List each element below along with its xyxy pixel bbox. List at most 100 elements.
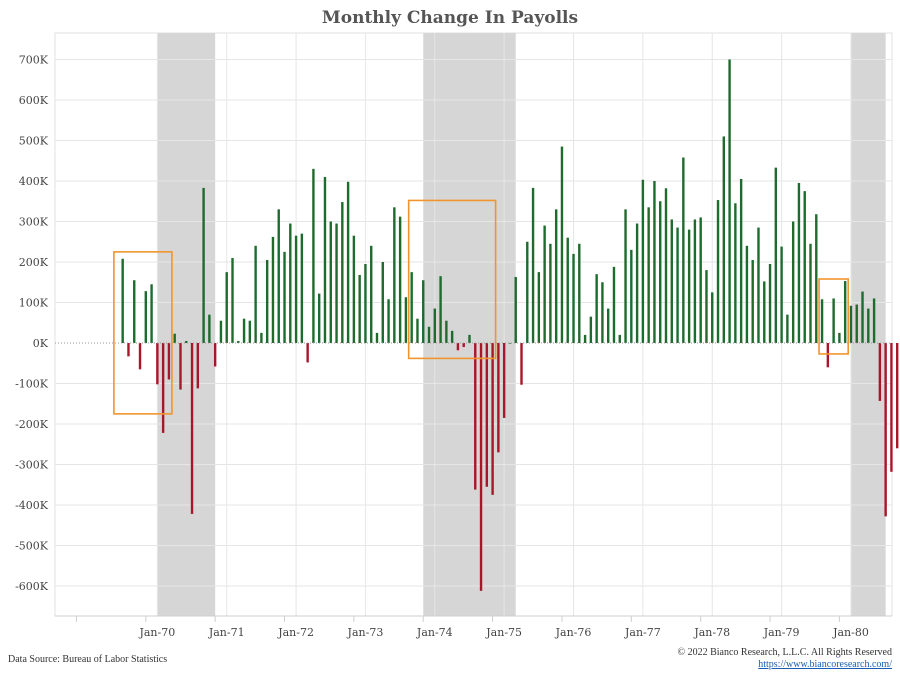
bar (832, 298, 835, 343)
bar (537, 272, 541, 343)
bars (121, 59, 899, 591)
bar (572, 253, 575, 343)
website-link[interactable]: https://www.biancoresearch.com/ (758, 659, 892, 670)
highlight-boxes (113, 199, 849, 415)
bar (381, 262, 384, 343)
x-axis-ticks: Jan-70 Jan-71 Jan-72 Jan-73 Jan-74 Jan-75 Jan-… (55, 615, 892, 639)
bar (843, 281, 847, 343)
bar (763, 281, 766, 343)
bar (410, 272, 413, 343)
x-tick-label: Jan-77 (624, 626, 661, 639)
bar (219, 320, 223, 343)
x-tick-label: Jan-74 (416, 626, 453, 639)
bar (370, 245, 373, 343)
bar (167, 343, 171, 380)
bar (791, 221, 795, 343)
bar (144, 291, 147, 343)
bar (242, 318, 246, 343)
bar (202, 187, 205, 343)
bar (439, 276, 442, 343)
bar (208, 314, 211, 343)
bar (462, 343, 465, 348)
bar (734, 203, 737, 343)
bar (531, 187, 535, 343)
gridlines (55, 33, 892, 616)
x-tick-label: Jan-70 (138, 626, 175, 639)
bar (676, 227, 679, 343)
bar (699, 217, 702, 343)
bar (161, 343, 165, 433)
bar (890, 343, 893, 472)
bar (670, 219, 673, 343)
bar (318, 293, 321, 343)
bar (861, 291, 864, 343)
bar (751, 259, 754, 343)
source-note: Data Source: Bureau of Labor Statistics (8, 654, 168, 665)
bar (422, 280, 425, 343)
bar (231, 257, 234, 343)
bar (647, 207, 650, 343)
bar (514, 276, 517, 343)
bar (179, 343, 182, 390)
bar (612, 266, 616, 343)
bar (520, 343, 523, 385)
bar (780, 246, 783, 343)
bar (225, 272, 228, 343)
bar (190, 343, 194, 514)
bar (867, 308, 870, 343)
bar (526, 241, 529, 343)
bar (502, 343, 506, 418)
bar (716, 200, 720, 343)
bar (815, 214, 818, 343)
y-tick-label: 500K (19, 135, 49, 148)
bar (803, 191, 806, 343)
bar (491, 343, 494, 495)
bar (485, 343, 489, 487)
bar (352, 235, 356, 343)
bar (427, 326, 431, 343)
x-tick-label: Jan-76 (555, 626, 592, 639)
x-tick-label: Jan-75 (485, 626, 522, 639)
bar (479, 343, 483, 591)
bar (474, 343, 477, 490)
bar (630, 249, 633, 343)
y-tick-label: 600K (19, 94, 49, 107)
bar (196, 343, 200, 389)
bar (583, 334, 587, 343)
x-tick-label: Jan-78 (693, 626, 730, 639)
bar (341, 202, 344, 343)
bar (260, 332, 263, 343)
bar (185, 340, 188, 343)
bar (329, 221, 332, 343)
y-tick-label: -400K (15, 499, 49, 512)
bar (248, 320, 252, 343)
bar (838, 332, 841, 343)
bar (323, 176, 327, 343)
bar (468, 334, 471, 343)
bar (566, 237, 569, 343)
bar (693, 219, 697, 343)
x-tick-label: Jan-71 (208, 626, 245, 639)
bar (138, 343, 142, 370)
bar (664, 188, 668, 343)
bar (826, 343, 830, 368)
y-tick-label: -100K (15, 378, 49, 391)
x-tick-label: Jan-80 (832, 626, 869, 639)
y-tick-label: 100K (19, 297, 49, 310)
chart-title: Monthly Change In Payolls (321, 8, 579, 28)
bar (335, 223, 338, 343)
y-tick-label: -500K (15, 540, 49, 553)
bar (433, 308, 436, 343)
bar (150, 284, 153, 343)
bar (300, 233, 304, 343)
bar (456, 343, 460, 351)
bar (549, 243, 552, 343)
bar (445, 320, 448, 343)
bar (387, 299, 390, 343)
bar (294, 235, 298, 343)
y-tick-label: 200K (19, 256, 49, 269)
bar (508, 343, 512, 344)
bar (687, 229, 691, 343)
bar (705, 270, 708, 343)
